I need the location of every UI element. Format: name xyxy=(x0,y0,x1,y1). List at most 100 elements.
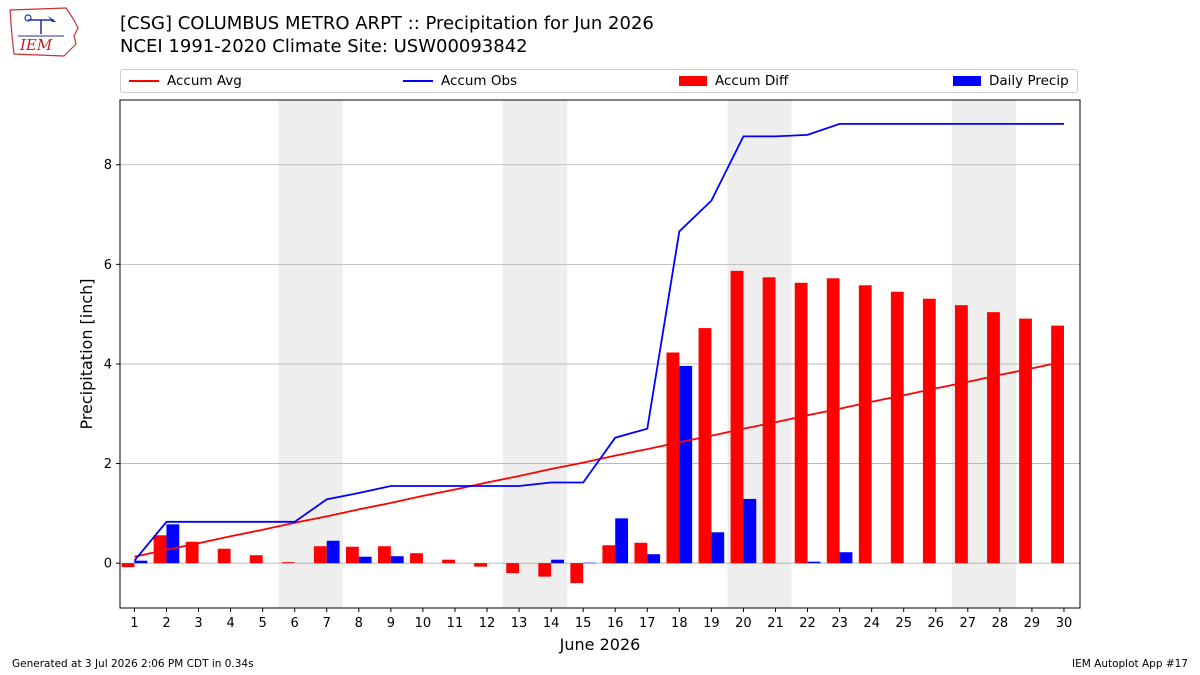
accum-diff-bar-19 xyxy=(698,328,712,564)
accum-diff-bar-20 xyxy=(730,270,744,564)
daily-precip-bar-19 xyxy=(711,532,725,564)
accum-diff-bar-10 xyxy=(410,553,423,564)
x-tick-label-16: 16 xyxy=(607,616,624,631)
accum-diff-bar-17 xyxy=(634,542,648,564)
x-tick-label-13: 13 xyxy=(511,616,528,631)
x-tick-label-2: 2 xyxy=(162,616,170,631)
weekend-band-1 xyxy=(278,100,343,608)
accum-diff-bar-11 xyxy=(442,559,455,564)
legend: Accum Avg Accum Obs Accum Diff Daily Pre… xyxy=(120,69,1078,93)
title-line-1: [CSG] COLUMBUS METRO ARPT :: Precipitati… xyxy=(120,13,654,34)
x-tick-label-17: 17 xyxy=(639,616,656,631)
y-tick-label-2: 2 xyxy=(104,457,112,472)
x-tick-label-23: 23 xyxy=(831,616,848,631)
x-tick-label-15: 15 xyxy=(575,616,592,631)
y-ticks: 0 2 4 6 8 xyxy=(104,158,120,572)
daily-precip-bar-9 xyxy=(390,556,404,564)
accum-diff-bar-22 xyxy=(794,282,808,564)
x-tick-label-22: 22 xyxy=(799,616,816,631)
accum-diff-bar-16 xyxy=(602,545,616,564)
legend-label-daily-precip: Daily Precip xyxy=(989,73,1069,89)
x-tick-label-18: 18 xyxy=(671,616,688,631)
accum-diff-bar-29 xyxy=(1019,318,1032,564)
accum-diff-bar-2 xyxy=(153,535,167,564)
daily-precip-bar-20 xyxy=(743,498,757,564)
accum-diff-bar-21 xyxy=(762,277,776,564)
y-tick-label-0: 0 xyxy=(104,557,112,572)
x-tick-label-27: 27 xyxy=(960,616,977,631)
x-tick-label-9: 9 xyxy=(387,616,395,631)
accum-diff-bar-6 xyxy=(281,562,295,564)
x-tick-label-7: 7 xyxy=(323,616,331,631)
daily-precip-bar-8 xyxy=(358,556,372,564)
legend-item-accum-obs: Accum Obs xyxy=(403,73,517,89)
weekend-band-2 xyxy=(503,100,568,608)
accum-diff-bar-24 xyxy=(858,285,872,564)
logo-text: IEM xyxy=(19,36,53,54)
accum-diff-bar-27 xyxy=(954,305,968,564)
accum-diff-bar-30 xyxy=(1051,325,1064,564)
legend-swatch-accum-obs xyxy=(403,80,433,82)
daily-precip-bar-1 xyxy=(134,560,148,564)
x-tick-label-21: 21 xyxy=(767,616,784,631)
x-tick-label-10: 10 xyxy=(415,616,432,631)
legend-swatch-daily-precip xyxy=(953,76,981,86)
accum-diff-bar-18 xyxy=(666,352,680,564)
x-tick-label-25: 25 xyxy=(895,616,912,631)
accum-diff-bar-3 xyxy=(185,541,199,564)
daily-precip-bar-18 xyxy=(679,365,693,564)
accum-diff-bar-9 xyxy=(378,546,391,564)
daily-precip-bar-22 xyxy=(807,561,821,564)
y-tick-label-6: 6 xyxy=(104,258,112,273)
x-tick-label-3: 3 xyxy=(194,616,202,631)
legend-item-daily-precip: Daily Precip xyxy=(953,73,1069,89)
app-label: IEM Autoplot App #17 xyxy=(1072,658,1188,670)
x-tick-label-30: 30 xyxy=(1056,616,1073,631)
x-tick-label-28: 28 xyxy=(992,616,1009,631)
accum-diff-bar-13 xyxy=(506,563,520,574)
legend-swatch-accum-avg xyxy=(129,80,159,82)
accum-diff-bar-8 xyxy=(345,546,359,564)
bars xyxy=(121,270,1064,584)
daily-precip-bar-16 xyxy=(615,518,629,564)
daily-precip-bar-7 xyxy=(326,540,340,564)
series-lines xyxy=(133,123,1065,562)
x-tick-label-5: 5 xyxy=(258,616,266,631)
generated-timestamp: Generated at 3 Jul 2026 2:06 PM CDT in 0… xyxy=(12,658,254,670)
legend-item-accum-avg: Accum Avg xyxy=(129,73,242,89)
y-tick-label-8: 8 xyxy=(104,158,112,173)
accum-diff-bar-12 xyxy=(474,563,488,567)
legend-label-accum-avg: Accum Avg xyxy=(167,73,242,89)
x-ticks: 1 2 3 4 5 6 7 8 9 10 11 12 13 14 15 16 17 18 19 20 21 22 23 24 2… xyxy=(130,608,1072,631)
x-axis-title: June 2026 xyxy=(559,635,641,654)
accum-diff-bar-23 xyxy=(826,278,840,564)
daily-precip-bar-2 xyxy=(166,524,180,564)
legend-label-accum-obs: Accum Obs xyxy=(441,73,518,89)
weekend-shading xyxy=(278,100,1016,608)
x-tick-label-20: 20 xyxy=(735,616,752,631)
accum-diff-bar-14 xyxy=(538,563,552,577)
legend-item-accum-diff: Accum Diff xyxy=(679,73,788,89)
x-tick-label-12: 12 xyxy=(479,616,496,631)
y-axis-title: Precipitation [inch] xyxy=(77,278,96,429)
accum-diff-bar-26 xyxy=(922,298,936,564)
x-tick-label-14: 14 xyxy=(543,616,560,631)
title-line-2: NCEI 1991-2020 Climate Site: USW00093842 xyxy=(120,36,528,57)
legend-label-accum-diff: Accum Diff xyxy=(715,73,789,89)
chart-title: [CSG] COLUMBUS METRO ARPT :: Precipitati… xyxy=(120,12,654,58)
x-tick-label-26: 26 xyxy=(927,616,944,631)
x-tick-label-8: 8 xyxy=(355,616,363,631)
accum-diff-bar-5 xyxy=(249,555,263,564)
accum-diff-bar-28 xyxy=(987,312,1000,564)
legend-swatch-accum-diff xyxy=(679,76,707,86)
x-tick-label-4: 4 xyxy=(226,616,234,631)
x-tick-label-29: 29 xyxy=(1024,616,1041,631)
daily-precip-bar-14 xyxy=(551,559,564,564)
x-tick-label-1: 1 xyxy=(130,616,138,631)
accum-obs-line xyxy=(133,123,1064,562)
accum-diff-bar-7 xyxy=(313,546,327,564)
accum-diff-bar-4 xyxy=(217,548,231,564)
grid-lines xyxy=(120,164,1080,564)
plot-frame xyxy=(119,99,1081,609)
accum-diff-bar-1 xyxy=(121,563,135,568)
